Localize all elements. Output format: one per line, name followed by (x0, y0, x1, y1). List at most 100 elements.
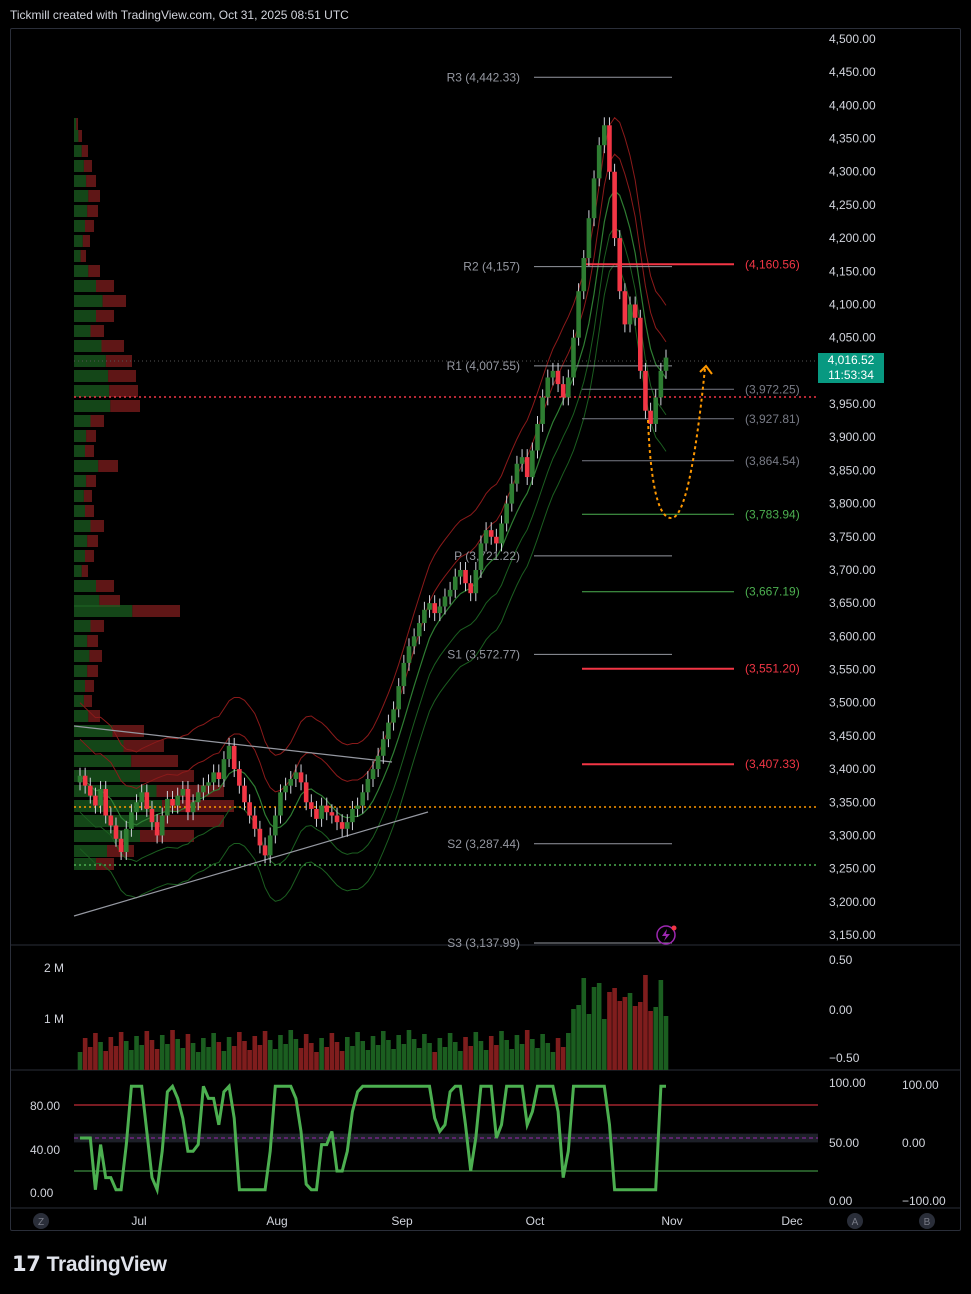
volume-bar (175, 1039, 180, 1070)
brand-logo[interactable]: 𝟭𝟳 TradingView (12, 1252, 167, 1277)
volume-bar (401, 1044, 407, 1070)
scale-button (919, 1213, 935, 1229)
lower-band-inner (79, 226, 667, 866)
y-tick-label: 3,750.00 (829, 530, 876, 544)
volume-bar (504, 1040, 509, 1070)
chart-title: Tickmill created with TradingView.com, O… (10, 8, 349, 22)
volume-bar (514, 1035, 520, 1070)
volume-profile-bar-up (74, 635, 88, 647)
volume-bar (262, 1031, 268, 1070)
volume-profile-bar-down (87, 635, 98, 647)
volume-bar (134, 1036, 139, 1070)
volume-bar (637, 1002, 643, 1070)
volume-profile-bar-down (156, 815, 224, 827)
volume-profile-bar-up (74, 665, 88, 677)
volume-profile-bar-up (74, 845, 107, 857)
volume-profile-bar-down (88, 265, 100, 277)
x-tick-label: Oct (526, 1214, 545, 1228)
volume-profile-bar-down (83, 160, 92, 172)
candle-up (504, 503, 509, 524)
candle-down (252, 815, 258, 829)
volume-profile-bar-up (74, 415, 91, 427)
volume-profile-bar-up (74, 445, 85, 457)
y-tick-label: 3,950.00 (829, 397, 876, 411)
volume-bar (530, 1039, 535, 1070)
candle-up (175, 795, 180, 806)
x-tick-label: Aug (266, 1214, 287, 1228)
candle-up (411, 636, 417, 647)
candle-up (576, 291, 581, 338)
volume-profile-bar-down (76, 118, 78, 130)
volume-bar (339, 1051, 345, 1070)
y-tick-label: 3,600.00 (829, 629, 876, 643)
volume-bar (452, 1042, 458, 1070)
volume-profile-bar-up (74, 400, 111, 412)
y-tick-label: 4,500.00 (829, 32, 876, 46)
candle-down (170, 798, 175, 806)
volume-bar (653, 1007, 659, 1070)
chart-canvas[interactable]: 4,500.00 4,450.00 4,400.00 4,350.00 4,300.00… (0, 0, 971, 1240)
candle-down (334, 815, 340, 823)
volume-profile-bar-down (101, 340, 124, 352)
volume-bar (165, 1044, 170, 1070)
alert-icon (656, 925, 676, 945)
volume-bar (473, 1032, 479, 1070)
level-label: (3,551.20) (745, 662, 800, 676)
level-label: (4,160.56) (745, 257, 800, 271)
volume-bar (77, 1052, 83, 1070)
y-tick-label: 4,300.00 (829, 165, 876, 179)
candle-up (355, 805, 360, 809)
volume-profile-bar-down (140, 770, 194, 782)
volume-profile-bar-up (74, 520, 91, 532)
candle-up (658, 370, 664, 398)
volume-bar (375, 1045, 381, 1070)
candle-up (473, 569, 479, 594)
candle-up (360, 792, 366, 806)
y-tick-label: 3,450.00 (829, 729, 876, 743)
volume-profile-bar-down (90, 520, 104, 532)
chart-frame (10, 28, 961, 1231)
volume-profile-bar-up (74, 620, 91, 632)
last-price-badge: 4,016.52 11:53:34 (818, 353, 884, 383)
volume-bar (416, 1048, 422, 1070)
candle-up (206, 782, 211, 786)
pivot-label: P (3,721.22) (454, 549, 520, 563)
osc-right-tick: 50.00 (829, 1136, 859, 1150)
volume-bar (180, 1048, 186, 1070)
candle-up (437, 606, 443, 614)
pivot-label: S2 (3,287.44) (447, 837, 520, 851)
candle-up (391, 709, 396, 723)
candle-down (494, 536, 499, 544)
scale-button-label: A (852, 1217, 859, 1228)
y-tick-label: 4,350.00 (829, 132, 876, 146)
level-label: (3,667.19) (745, 585, 800, 599)
volume-bar (237, 1032, 242, 1070)
candle-up (77, 775, 83, 783)
candle-down (257, 828, 263, 846)
projection-arrow-icon (699, 364, 713, 375)
y-tick-label: 4,400.00 (829, 98, 876, 112)
volume-profile-bar-up (74, 145, 82, 157)
volume-profile-bar-up (74, 340, 102, 352)
candle-down (309, 802, 314, 809)
volume-bar (432, 1052, 437, 1070)
volume-profile-bar-up (74, 130, 79, 142)
volume-bar (612, 988, 617, 1070)
candle-down (339, 822, 345, 829)
volume-profile-bar-up (74, 605, 133, 617)
level-label: (3,864.54) (745, 454, 800, 468)
volume-bar (144, 1031, 150, 1070)
volume-profile-bar-down (96, 310, 114, 322)
scale-button (847, 1213, 863, 1229)
volume-profile-bar-up (74, 580, 96, 592)
candle-down (247, 802, 252, 816)
volume-bar (468, 1046, 473, 1070)
candle-up (190, 802, 196, 813)
candle-down (154, 822, 160, 836)
volume-bar (87, 1047, 93, 1070)
volume-bar (571, 1009, 576, 1070)
volume-profile-bar-up (74, 725, 113, 737)
osc-far-tick: 0.00 (902, 1136, 926, 1150)
osc-far-tick: −100.00 (902, 1194, 946, 1208)
candle-down (87, 785, 93, 796)
